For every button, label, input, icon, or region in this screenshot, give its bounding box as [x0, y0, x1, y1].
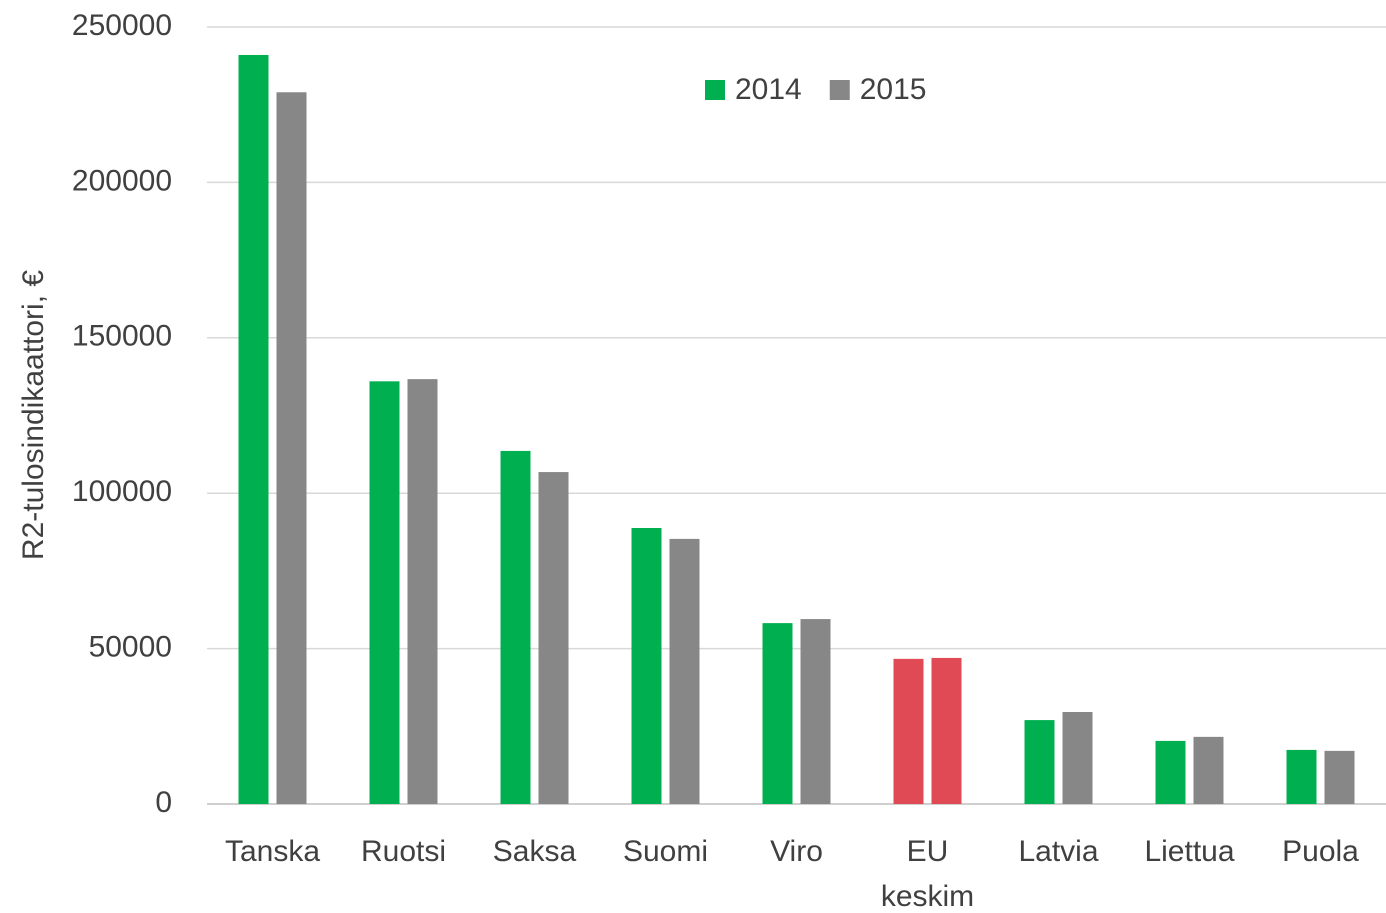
y-tick-label: 150000	[72, 320, 172, 353]
bar	[369, 381, 400, 804]
bar	[407, 379, 438, 804]
bar	[1155, 740, 1186, 804]
x-tick-label: Tanska	[225, 835, 320, 868]
x-tick-label: Ruotsi	[361, 835, 446, 868]
legend-label: 2015	[860, 73, 927, 106]
legend-swatch	[829, 80, 850, 100]
bar	[631, 528, 662, 804]
bar	[238, 54, 269, 805]
bar	[669, 538, 700, 804]
y-tick-label: 0	[155, 786, 172, 819]
y-axis-label: R2-tulosindikaattori, €	[17, 270, 50, 560]
y-tick-label: 50000	[89, 631, 172, 664]
bar	[500, 450, 531, 804]
bar	[762, 623, 793, 804]
x-tick-label: Puola	[1282, 835, 1359, 868]
bar	[1024, 720, 1055, 804]
bar	[276, 92, 307, 804]
bar	[800, 619, 831, 804]
bar	[1062, 712, 1093, 804]
bar	[893, 658, 924, 804]
legend-label: 2014	[735, 73, 802, 106]
y-tick-label: 250000	[72, 9, 172, 42]
x-tick-label: Viro	[770, 835, 823, 868]
bar	[1286, 749, 1317, 804]
legend-swatch	[705, 80, 725, 100]
bar	[931, 657, 962, 804]
x-tick-label: EU keskim	[881, 835, 974, 913]
bar	[1193, 736, 1224, 804]
y-tick-label: 100000	[72, 475, 172, 508]
bar	[1324, 750, 1355, 804]
bar	[538, 472, 569, 804]
x-tick-label: Saksa	[493, 835, 577, 868]
y-tick-label: 200000	[72, 164, 172, 197]
x-tick-label: Latvia	[1018, 835, 1098, 868]
x-tick-label: Suomi	[623, 835, 708, 868]
x-tick-label: Liettua	[1144, 835, 1234, 868]
